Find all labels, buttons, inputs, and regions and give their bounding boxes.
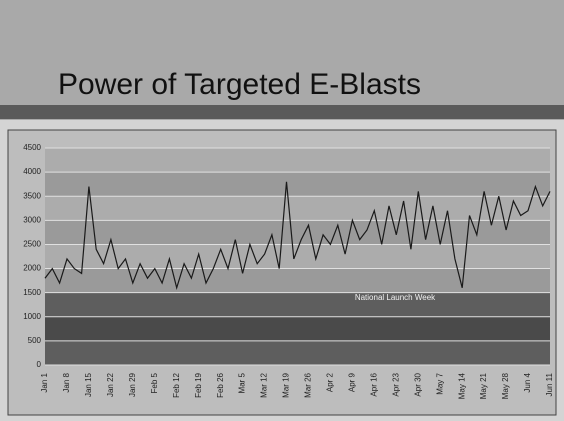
y-tick-label: 3500 xyxy=(23,191,41,200)
y-tick-label: 4500 xyxy=(23,143,41,152)
x-tick-label: Feb 26 xyxy=(216,372,225,397)
x-tick-label: May 28 xyxy=(501,372,510,399)
x-tick-label: Apr 9 xyxy=(348,372,357,392)
x-tick-label: Mar 5 xyxy=(238,372,247,393)
plot: 0 500 1000 1500 2000 2500 3000 3500 4000 4500 Jan … xyxy=(23,143,554,399)
x-tick-label: Apr 2 xyxy=(326,372,335,392)
x-tick-label: May 14 xyxy=(457,372,466,399)
y-tick-label: 1000 xyxy=(23,312,41,321)
plot-band xyxy=(45,148,550,172)
plot-band xyxy=(45,196,550,220)
slide-title: Power of Targeted E-Blasts xyxy=(58,68,421,101)
y-tick-label: 3000 xyxy=(23,215,41,224)
plot-band xyxy=(45,317,550,341)
slide: Power of Targeted E-Blasts 0 500 1000 1500 2… xyxy=(0,0,564,421)
x-tick-label: Feb 12 xyxy=(172,372,181,397)
x-tick-label: Jan 29 xyxy=(128,372,137,397)
header-band xyxy=(0,105,564,119)
x-tick-label: Jun 11 xyxy=(545,372,554,396)
x-tick-label: Mar 19 xyxy=(282,372,291,397)
plot-band xyxy=(45,269,550,293)
x-tick-label: Feb 19 xyxy=(194,372,203,397)
x-tick-label: May 21 xyxy=(479,372,488,399)
x-tick-label: Jan 15 xyxy=(84,372,93,397)
x-tick-label: Mar 26 xyxy=(304,372,313,397)
x-tick-label: Jan 22 xyxy=(106,372,115,397)
x-tick-label: Apr 16 xyxy=(369,372,378,396)
y-tick-label: 1500 xyxy=(23,288,41,297)
y-tick-label: 2000 xyxy=(23,264,41,273)
x-tick-label: Apr 23 xyxy=(391,372,400,396)
x-tick-label: Apr 30 xyxy=(413,372,422,396)
x-tick-label: Jun 4 xyxy=(523,372,532,392)
x-tick-label: Jan 8 xyxy=(62,372,71,392)
header-background xyxy=(0,0,564,120)
y-tick-label: 2500 xyxy=(23,240,41,249)
y-tick-label: 0 xyxy=(37,360,42,369)
x-tick-label: Mar 12 xyxy=(260,372,269,397)
plot-band xyxy=(45,341,550,365)
annotation: National Launch Week xyxy=(355,293,436,302)
x-tick-label: May 7 xyxy=(435,372,444,394)
y-tick-label: 500 xyxy=(28,336,42,345)
plot-band xyxy=(45,172,550,196)
y-tick-label: 4000 xyxy=(23,167,41,176)
plot-band xyxy=(45,220,550,244)
x-tick-label: Jan 1 xyxy=(40,372,49,392)
plot-band xyxy=(45,293,550,317)
x-tick-label: Feb 5 xyxy=(150,372,159,393)
